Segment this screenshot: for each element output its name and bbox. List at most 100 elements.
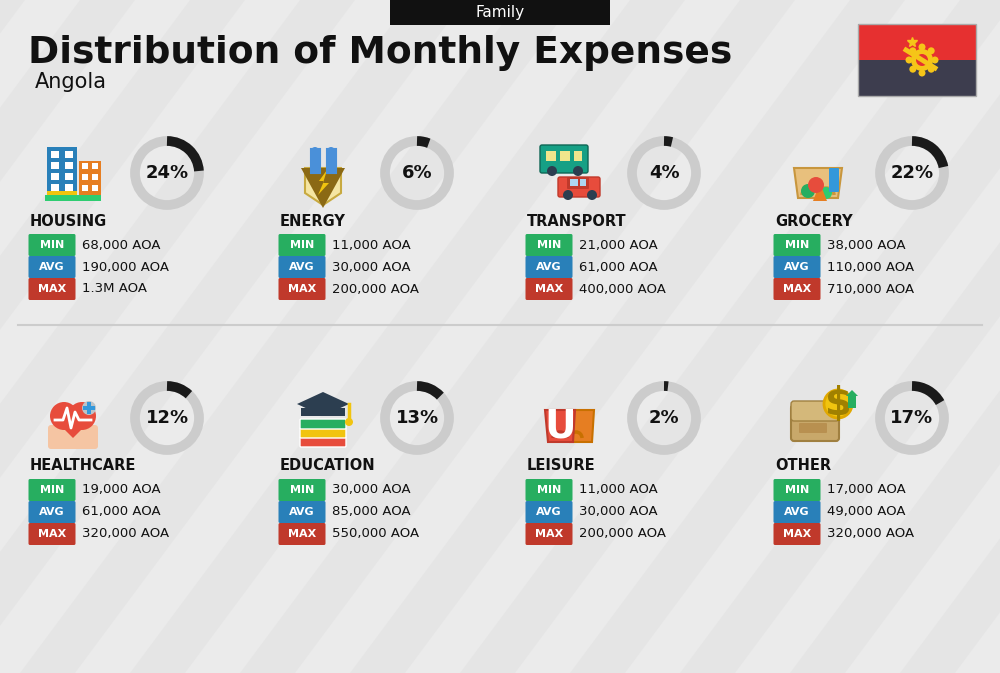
- FancyBboxPatch shape: [526, 278, 572, 300]
- Text: OTHER: OTHER: [775, 458, 831, 474]
- Text: 21,000 AOA: 21,000 AOA: [579, 238, 658, 252]
- FancyBboxPatch shape: [278, 256, 326, 278]
- FancyBboxPatch shape: [278, 501, 326, 523]
- Text: TRANSPORT: TRANSPORT: [527, 213, 627, 229]
- Circle shape: [820, 187, 832, 199]
- Text: MAX: MAX: [535, 284, 563, 294]
- FancyBboxPatch shape: [83, 406, 95, 410]
- Text: Distribution of Monthly Expenses: Distribution of Monthly Expenses: [28, 35, 732, 71]
- FancyBboxPatch shape: [560, 151, 570, 161]
- Text: Angola: Angola: [35, 72, 107, 92]
- Text: AVG: AVG: [536, 262, 562, 272]
- FancyBboxPatch shape: [28, 256, 76, 278]
- FancyBboxPatch shape: [526, 479, 572, 501]
- Polygon shape: [297, 392, 349, 416]
- Circle shape: [824, 390, 852, 418]
- FancyBboxPatch shape: [540, 145, 588, 173]
- Text: AVG: AVG: [289, 507, 315, 517]
- Text: 19,000 AOA: 19,000 AOA: [82, 483, 161, 497]
- FancyBboxPatch shape: [791, 405, 839, 441]
- FancyBboxPatch shape: [526, 256, 572, 278]
- Text: 11,000 AOA: 11,000 AOA: [579, 483, 658, 497]
- Text: MIN: MIN: [40, 485, 64, 495]
- FancyBboxPatch shape: [774, 479, 820, 501]
- FancyBboxPatch shape: [301, 408, 345, 416]
- FancyBboxPatch shape: [526, 501, 572, 523]
- FancyBboxPatch shape: [28, 278, 76, 300]
- Polygon shape: [240, 0, 795, 673]
- Polygon shape: [130, 0, 685, 673]
- Text: 320,000 AOA: 320,000 AOA: [827, 528, 914, 540]
- FancyBboxPatch shape: [390, 0, 610, 25]
- Text: MAX: MAX: [783, 284, 811, 294]
- Circle shape: [563, 190, 573, 200]
- FancyBboxPatch shape: [799, 423, 827, 433]
- Text: 320,000 AOA: 320,000 AOA: [82, 528, 169, 540]
- Text: Family: Family: [475, 5, 525, 20]
- Polygon shape: [305, 168, 341, 205]
- Text: 190,000 AOA: 190,000 AOA: [82, 260, 169, 273]
- FancyBboxPatch shape: [47, 191, 77, 195]
- Circle shape: [68, 402, 96, 430]
- Text: MAX: MAX: [38, 529, 66, 539]
- Text: MIN: MIN: [290, 240, 314, 250]
- Polygon shape: [51, 416, 95, 438]
- Polygon shape: [846, 390, 858, 408]
- Text: 17,000 AOA: 17,000 AOA: [827, 483, 906, 497]
- FancyBboxPatch shape: [278, 523, 326, 545]
- FancyBboxPatch shape: [82, 163, 88, 169]
- Circle shape: [928, 66, 935, 73]
- FancyBboxPatch shape: [526, 234, 572, 256]
- Circle shape: [916, 54, 928, 66]
- FancyBboxPatch shape: [580, 179, 586, 186]
- FancyBboxPatch shape: [65, 173, 73, 180]
- Polygon shape: [813, 183, 827, 201]
- FancyBboxPatch shape: [829, 168, 839, 192]
- Text: MIN: MIN: [785, 485, 809, 495]
- Text: EDUCATION: EDUCATION: [280, 458, 376, 474]
- Text: 11,000 AOA: 11,000 AOA: [332, 238, 411, 252]
- FancyBboxPatch shape: [858, 60, 976, 96]
- Polygon shape: [545, 410, 575, 442]
- Text: 12%: 12%: [145, 409, 189, 427]
- FancyBboxPatch shape: [774, 501, 820, 523]
- Text: MIN: MIN: [290, 485, 314, 495]
- Text: AVG: AVG: [289, 262, 315, 272]
- Text: MIN: MIN: [785, 240, 809, 250]
- Polygon shape: [301, 168, 345, 208]
- Text: MAX: MAX: [38, 284, 66, 294]
- Circle shape: [932, 57, 938, 63]
- Polygon shape: [794, 168, 842, 198]
- Polygon shape: [0, 0, 245, 673]
- FancyBboxPatch shape: [774, 234, 820, 256]
- Text: 61,000 AOA: 61,000 AOA: [579, 260, 658, 273]
- FancyBboxPatch shape: [79, 161, 101, 195]
- Text: 400,000 AOA: 400,000 AOA: [579, 283, 666, 295]
- FancyBboxPatch shape: [570, 179, 578, 186]
- FancyBboxPatch shape: [48, 425, 98, 449]
- Text: MAX: MAX: [783, 529, 811, 539]
- FancyBboxPatch shape: [87, 402, 91, 414]
- FancyBboxPatch shape: [47, 147, 77, 195]
- Text: MIN: MIN: [40, 240, 64, 250]
- Text: 4%: 4%: [649, 164, 679, 182]
- FancyBboxPatch shape: [92, 174, 98, 180]
- Text: 22%: 22%: [890, 164, 934, 182]
- FancyBboxPatch shape: [65, 184, 73, 191]
- Text: 30,000 AOA: 30,000 AOA: [332, 483, 411, 497]
- Polygon shape: [0, 0, 355, 673]
- FancyBboxPatch shape: [51, 151, 59, 158]
- FancyBboxPatch shape: [300, 419, 346, 429]
- Circle shape: [906, 57, 912, 63]
- FancyBboxPatch shape: [774, 256, 820, 278]
- Circle shape: [327, 147, 335, 155]
- Text: AVG: AVG: [784, 507, 810, 517]
- Text: 38,000 AOA: 38,000 AOA: [827, 238, 906, 252]
- Circle shape: [928, 47, 935, 55]
- FancyBboxPatch shape: [300, 428, 346, 438]
- Polygon shape: [680, 0, 1000, 673]
- Text: MAX: MAX: [288, 529, 316, 539]
- FancyBboxPatch shape: [774, 523, 820, 545]
- Circle shape: [801, 184, 815, 198]
- Text: 13%: 13%: [395, 409, 439, 427]
